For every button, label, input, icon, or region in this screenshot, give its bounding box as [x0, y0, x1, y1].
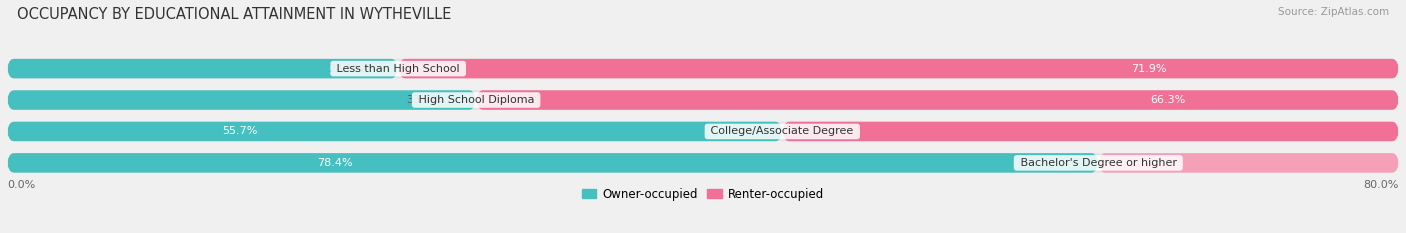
- Text: OCCUPANCY BY EDUCATIONAL ATTAINMENT IN WYTHEVILLE: OCCUPANCY BY EDUCATIONAL ATTAINMENT IN W…: [17, 7, 451, 22]
- Text: 66.3%: 66.3%: [1150, 95, 1185, 105]
- Text: 71.9%: 71.9%: [1130, 64, 1167, 74]
- Text: Source: ZipAtlas.com: Source: ZipAtlas.com: [1278, 7, 1389, 17]
- Text: High School Diploma: High School Diploma: [415, 95, 537, 105]
- FancyBboxPatch shape: [7, 122, 1399, 141]
- FancyBboxPatch shape: [7, 90, 1399, 110]
- FancyBboxPatch shape: [7, 153, 1098, 173]
- FancyBboxPatch shape: [7, 153, 1399, 173]
- FancyBboxPatch shape: [398, 59, 1399, 78]
- Text: 55.7%: 55.7%: [222, 127, 257, 137]
- Text: Bachelor's Degree or higher: Bachelor's Degree or higher: [1017, 158, 1180, 168]
- Legend: Owner-occupied, Renter-occupied: Owner-occupied, Renter-occupied: [578, 183, 828, 206]
- FancyBboxPatch shape: [7, 122, 782, 141]
- Text: 28.1%: 28.1%: [328, 64, 363, 74]
- Text: 78.4%: 78.4%: [316, 158, 353, 168]
- FancyBboxPatch shape: [7, 59, 1399, 78]
- Text: 80.0%: 80.0%: [1364, 180, 1399, 190]
- Text: Less than High School: Less than High School: [333, 64, 463, 74]
- Text: 33.7%: 33.7%: [406, 95, 441, 105]
- FancyBboxPatch shape: [7, 59, 398, 78]
- Text: 0.0%: 0.0%: [7, 180, 35, 190]
- FancyBboxPatch shape: [7, 90, 477, 110]
- FancyBboxPatch shape: [782, 122, 1399, 141]
- FancyBboxPatch shape: [477, 90, 1399, 110]
- Text: College/Associate Degree: College/Associate Degree: [707, 127, 858, 137]
- FancyBboxPatch shape: [1098, 153, 1399, 173]
